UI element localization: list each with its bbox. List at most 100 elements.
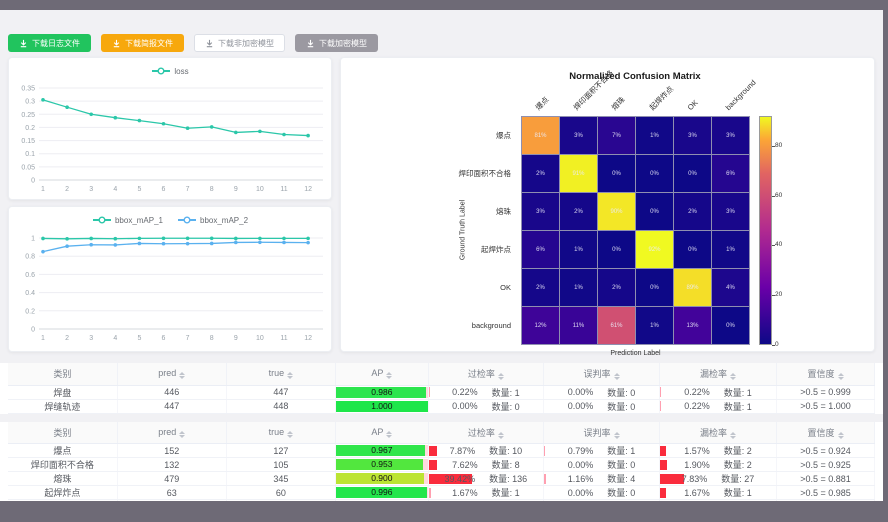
svg-text:0.3: 0.3: [25, 99, 35, 106]
matrix-column-label: 爆点: [533, 95, 551, 112]
column-header-label: pred: [158, 426, 177, 437]
matrix-cell-value: 1%: [574, 284, 583, 291]
rate-count: 数量: 1: [491, 488, 520, 498]
download-icon: [206, 39, 213, 47]
column-header-1[interactable]: pred: [117, 363, 227, 386]
column-header-5[interactable]: 误判率: [543, 363, 661, 386]
matrix-cell: 11%: [560, 307, 597, 344]
download-plain-model-button[interactable]: 下载非加密模型: [194, 34, 285, 52]
column-header-5[interactable]: 误判率: [543, 421, 661, 444]
cell-misjudge-rate: 0.00%数量: 0: [543, 457, 661, 472]
cell-ap: 0.929: [335, 499, 429, 501]
rate-count: 数量: 1: [491, 387, 520, 398]
svg-text:0.6: 0.6: [25, 272, 35, 279]
colorbar-tick-label: 60: [775, 191, 783, 199]
column-header-2[interactable]: true: [226, 363, 337, 386]
download-log-label: 下载日志文件: [32, 38, 80, 48]
column-header-label: true: [268, 368, 285, 379]
matrix-cell-value: 2%: [536, 284, 545, 291]
matrix-cell: 4%: [712, 269, 749, 306]
legend-item-bbox_mAP_1[interactable]: bbox_mAP_1: [92, 215, 163, 225]
cell-true: 127: [226, 443, 337, 458]
column-header-0: 类别: [8, 363, 118, 386]
matrix-cell-value: 3%: [726, 208, 735, 215]
summary-metrics-table: 类别 pred true AP 过检率 误判率 漏检率 置信度 焊盘 446 447 0.986 0.2…: [0, 363, 883, 414]
rate-count: 数量: 0: [607, 488, 636, 498]
column-header-7[interactable]: 置信度: [776, 421, 875, 444]
svg-text:0: 0: [31, 327, 35, 334]
legend-label: bbox_mAP_2: [200, 215, 249, 225]
ap-value: 0.986: [371, 386, 393, 397]
colorbar-tick-mark: [772, 195, 775, 197]
sort-arrows-icon: [730, 431, 737, 439]
matrix-cell: 0%: [674, 231, 711, 268]
column-header-2[interactable]: true: [226, 421, 337, 444]
sort-desc-icon: [179, 434, 186, 438]
column-header-3[interactable]: AP: [335, 421, 429, 444]
cell-misjudge-rate: 0.00%数量: 0: [543, 385, 661, 400]
ap-bar-fill: [336, 400, 428, 412]
cell-pred: 446: [117, 385, 227, 400]
sort-asc-icon: [287, 372, 294, 376]
download-icon: [20, 39, 27, 47]
column-header-label: 类别: [53, 369, 72, 380]
matrix-cell: 1%: [560, 231, 597, 268]
legend-item-loss[interactable]: loss: [151, 66, 189, 76]
matrix-cell-value: 0%: [612, 246, 621, 253]
rate-bar-cell: 0.00%数量: 0: [660, 500, 775, 502]
cell-confidence: >0.5 = 0.940: [776, 499, 875, 501]
cell-ap: 0.967: [335, 443, 429, 458]
matrix-cell-value: 3%: [574, 132, 583, 139]
cell-overdetect-rate: 39.42% 数量: 136: [428, 471, 544, 486]
matrix-cell-value: 1%: [650, 322, 659, 329]
rate-bar-fill: [428, 387, 430, 397]
sort-desc-icon: [837, 435, 844, 439]
matrix-cell: 0%: [636, 155, 673, 192]
matrix-column-label: OK: [685, 97, 700, 112]
legend-item-bbox_mAP_2[interactable]: bbox_mAP_2: [177, 215, 248, 225]
column-header-4[interactable]: 过检率: [428, 421, 544, 444]
training-dashboard: 下载日志文件 下载简报文件 下载非加密模型 下载加密模型 loss 0 0.05 0…: [0, 10, 883, 501]
column-header-1[interactable]: pred: [117, 421, 227, 444]
column-header-label: 类别: [53, 427, 72, 438]
matrix-cell-value: 2%: [536, 170, 545, 177]
matrix-cell: 91%: [560, 155, 597, 192]
rate-bar-fill: [660, 387, 662, 397]
summary-table: 类别 pred true AP 过检率 误判率 漏检率 置信度 焊盘 446 447 0.986 0.2…: [8, 363, 875, 414]
rate-bar-fill: [428, 459, 437, 470]
column-header-4[interactable]: 过检率: [428, 363, 544, 386]
cell-miss-rate: 0.22% 数量: 1: [659, 399, 778, 414]
cell-miss-rate: 1.90% 数量: 2: [659, 457, 778, 472]
column-header-6[interactable]: 漏检率: [659, 421, 778, 444]
matrix-cell: 2%: [522, 155, 559, 192]
rate-bar-cell: 0.00%数量: 0: [544, 487, 659, 499]
download-encrypted-model-button[interactable]: 下载加密模型: [295, 34, 378, 52]
matrix-cell-value: 1%: [726, 246, 735, 253]
rate-bar-cell: 39.42% 数量: 136: [428, 473, 543, 485]
matrix-cell-value: 6%: [726, 170, 735, 177]
svg-text:3: 3: [89, 186, 93, 193]
sort-asc-icon: [179, 372, 186, 376]
rate-count: 数量: 0: [607, 401, 636, 412]
download-report-button[interactable]: 下载简报文件: [101, 34, 184, 52]
colorbar-tick-label: 0: [775, 341, 779, 348]
colorbar-tick-label: 80: [775, 141, 783, 149]
svg-text:0: 0: [31, 178, 35, 185]
rate-value: 0.00%: [567, 401, 594, 411]
rate-count: 数量: 0: [724, 500, 752, 502]
column-header-6[interactable]: 漏检率: [659, 363, 778, 386]
table-row: 焊盘 446 447 0.986 0.22% 数量: 1 0.00% 数量: 0 0.22% 数量…: [8, 385, 875, 400]
cell-misjudge-rate: 0.00%数量: 0: [543, 485, 661, 500]
sort-asc-icon: [179, 430, 186, 434]
matrix-cell-value: 61%: [610, 322, 623, 329]
cell-misjudge-rate: 0.00%数量: 0: [543, 499, 661, 501]
matrix-cell: 0%: [598, 155, 635, 192]
sort-arrows-icon: [386, 372, 393, 380]
sort-arrows-icon: [730, 373, 737, 381]
series-marker-icon: [178, 216, 196, 224]
column-header-7[interactable]: 置信度: [776, 363, 875, 386]
table-row: 焊印面积不合格 132 105 0.953 7.62% 数量: 8 0.00% 数量: 0 1.…: [8, 457, 875, 472]
matrix-column-label: 起焊炸点: [647, 84, 676, 112]
download-log-button[interactable]: 下载日志文件: [8, 34, 91, 52]
column-header-3[interactable]: AP: [335, 363, 429, 386]
